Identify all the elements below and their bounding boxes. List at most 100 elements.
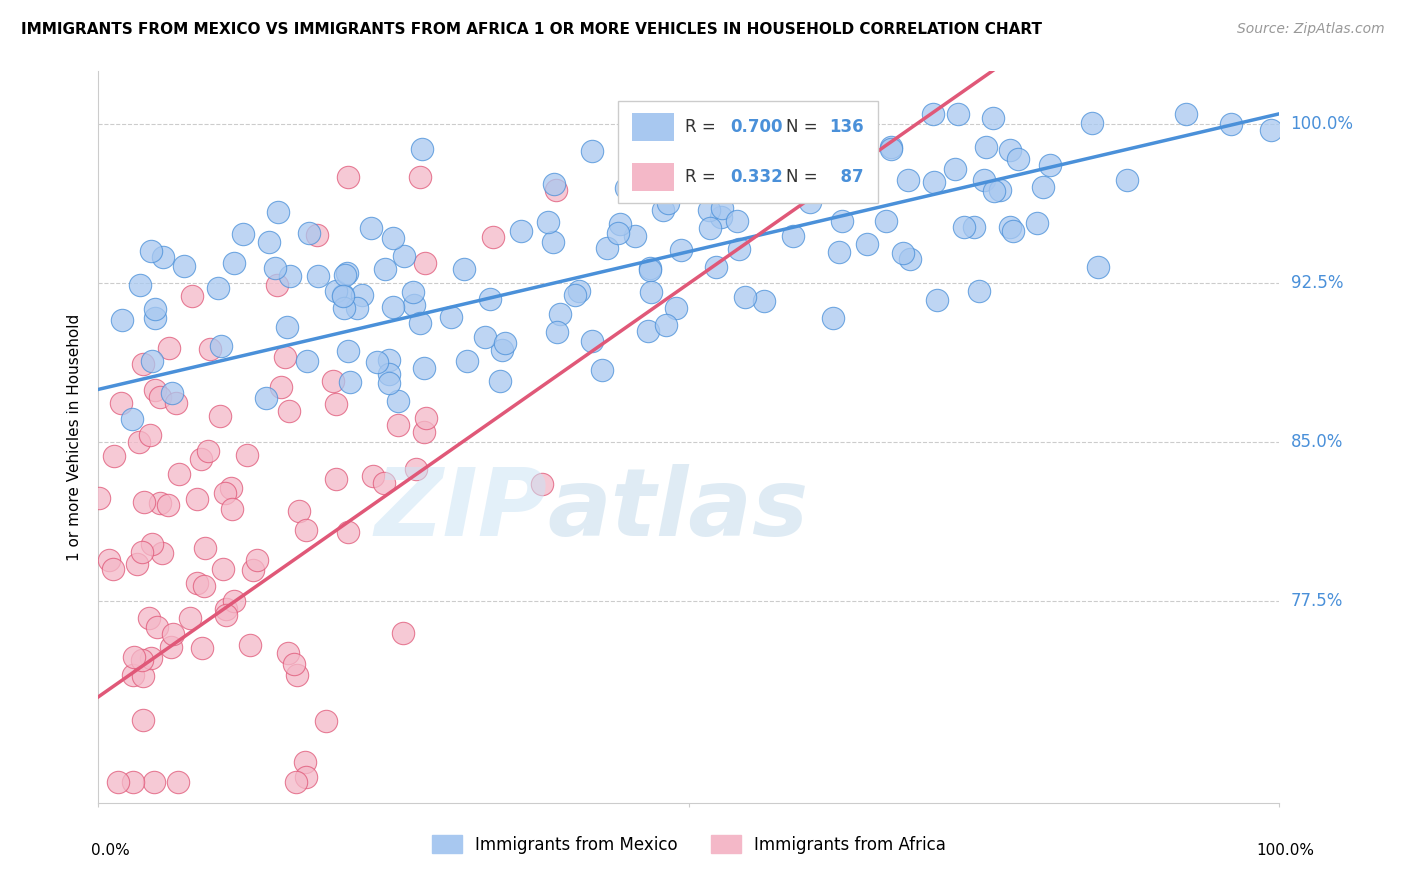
- Point: [212, 562, 235, 576]
- Point: [270, 380, 292, 394]
- Point: [488, 374, 510, 388]
- Point: [721, 149, 744, 163]
- Point: [381, 300, 404, 314]
- Point: [710, 210, 733, 224]
- Point: [208, 409, 231, 424]
- Point: [121, 774, 143, 789]
- Point: [110, 396, 132, 410]
- Point: [295, 770, 318, 784]
- Point: [337, 344, 360, 359]
- Point: [609, 217, 631, 231]
- Point: [295, 524, 318, 538]
- Point: [998, 143, 1021, 157]
- Point: [409, 170, 432, 185]
- Point: [387, 417, 409, 432]
- Point: [596, 241, 619, 255]
- Point: [297, 354, 319, 368]
- Text: 0.332: 0.332: [730, 168, 783, 186]
- Point: [332, 289, 354, 303]
- Point: [1001, 224, 1024, 238]
- Point: [856, 236, 879, 251]
- Point: [943, 161, 966, 176]
- Point: [221, 502, 243, 516]
- Text: ZIP: ZIP: [374, 464, 547, 557]
- Point: [655, 318, 678, 332]
- Point: [544, 183, 567, 197]
- Point: [797, 118, 820, 132]
- Point: [285, 774, 308, 789]
- Point: [382, 230, 405, 244]
- Point: [125, 557, 148, 571]
- Point: [799, 195, 821, 210]
- Point: [149, 496, 172, 510]
- Point: [651, 202, 673, 217]
- Point: [325, 472, 347, 486]
- Text: R =: R =: [685, 168, 721, 186]
- Point: [134, 495, 156, 509]
- Point: [391, 626, 413, 640]
- Point: [167, 774, 190, 789]
- Point: [191, 640, 214, 655]
- Point: [491, 343, 513, 358]
- Point: [880, 142, 903, 156]
- Point: [415, 411, 437, 425]
- Point: [215, 608, 238, 623]
- Point: [550, 307, 572, 321]
- Point: [983, 184, 1005, 198]
- Point: [346, 301, 368, 315]
- Point: [307, 227, 329, 242]
- Point: [453, 261, 475, 276]
- Point: [638, 260, 661, 275]
- Point: [922, 175, 945, 189]
- Point: [897, 173, 920, 187]
- Point: [336, 267, 359, 281]
- Point: [640, 262, 662, 277]
- Point: [782, 229, 804, 244]
- Point: [413, 256, 436, 270]
- Point: [411, 142, 433, 156]
- Text: 0.0%: 0.0%: [91, 843, 131, 858]
- Point: [704, 260, 727, 274]
- Point: [190, 452, 212, 467]
- Point: [285, 667, 308, 681]
- Point: [657, 196, 679, 211]
- Point: [198, 342, 221, 356]
- Point: [246, 553, 269, 567]
- Point: [683, 178, 706, 193]
- Point: [456, 354, 478, 368]
- Point: [222, 594, 245, 608]
- Point: [179, 611, 201, 625]
- Point: [568, 284, 591, 298]
- Point: [132, 357, 155, 371]
- Point: [360, 220, 382, 235]
- Point: [752, 293, 775, 308]
- Point: [1039, 158, 1062, 172]
- Point: [922, 107, 945, 121]
- Point: [637, 324, 659, 338]
- Text: 77.5%: 77.5%: [1291, 592, 1343, 610]
- Point: [337, 170, 360, 185]
- Point: [157, 342, 180, 356]
- Point: [259, 235, 281, 249]
- Point: [193, 579, 215, 593]
- Point: [138, 611, 160, 625]
- Point: [734, 290, 756, 304]
- Point: [143, 774, 166, 789]
- Point: [333, 268, 356, 283]
- Point: [699, 221, 721, 235]
- Point: [197, 443, 219, 458]
- Point: [692, 179, 714, 194]
- Point: [283, 657, 305, 671]
- Point: [373, 475, 395, 490]
- Point: [402, 285, 425, 299]
- Point: [149, 390, 172, 404]
- Point: [150, 546, 173, 560]
- Text: IMMIGRANTS FROM MEXICO VS IMMIGRANTS FROM AFRICA 1 OR MORE VEHICLES IN HOUSEHOLD: IMMIGRANTS FROM MEXICO VS IMMIGRANTS FRO…: [21, 22, 1042, 37]
- Point: [478, 292, 501, 306]
- Point: [162, 386, 184, 401]
- Point: [131, 544, 153, 558]
- Point: [276, 646, 298, 660]
- Point: [828, 245, 851, 260]
- Point: [1007, 152, 1029, 166]
- Text: 100.0%: 100.0%: [1291, 115, 1354, 134]
